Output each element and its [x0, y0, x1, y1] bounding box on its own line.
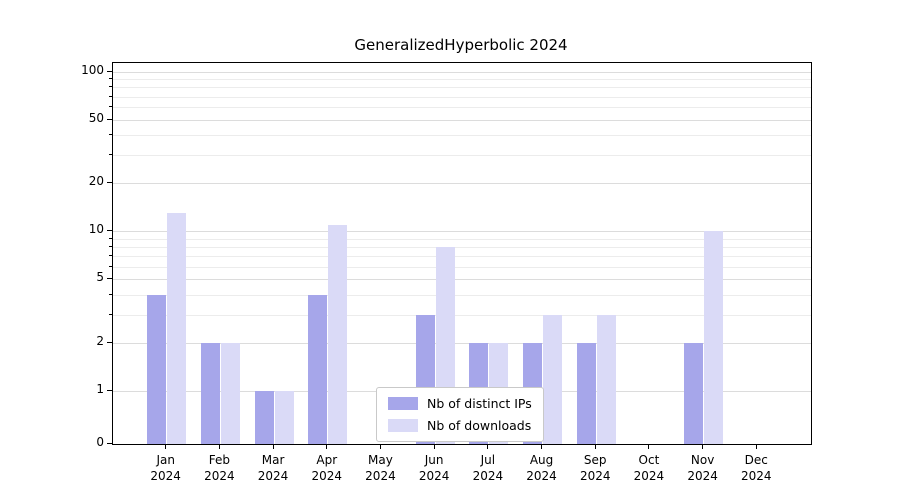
- x-tick-mark: [379, 444, 381, 449]
- y-minor-tick-mark: [109, 245, 112, 247]
- gridline-major: [113, 231, 811, 233]
- legend-label-distinct-ips: Nb of distinct IPs: [427, 396, 532, 411]
- x-tick-label: Feb 2024: [204, 453, 235, 484]
- y-minor-tick-mark: [109, 106, 112, 108]
- y-minor-tick-mark: [109, 237, 112, 239]
- legend: Nb of distinct IPs Nb of downloads: [376, 387, 544, 442]
- y-minor-tick-mark: [109, 293, 112, 295]
- x-tick-mark: [272, 444, 274, 449]
- y-tick-label: 20: [88, 174, 104, 189]
- bar-distinct-ips: [576, 342, 596, 444]
- y-tick-mark: [107, 182, 112, 184]
- legend-item-downloads: Nb of downloads: [388, 418, 532, 433]
- y-tick-mark: [107, 389, 112, 391]
- x-tick-label: Nov 2024: [687, 453, 718, 484]
- y-tick-label: 1: [96, 381, 104, 396]
- x-tick-mark: [218, 444, 220, 449]
- x-tick-label: Jan 2024: [150, 453, 181, 484]
- bar-distinct-ips: [254, 390, 274, 444]
- bar-downloads: [704, 231, 724, 444]
- x-tick-label: Apr 2024: [311, 453, 343, 484]
- legend-item-distinct-ips: Nb of distinct IPs: [388, 396, 532, 411]
- bar-downloads: [274, 390, 294, 444]
- y-tick-mark: [107, 341, 112, 343]
- y-tick-label: 5: [96, 270, 104, 285]
- x-tick-mark: [648, 444, 650, 449]
- bar-distinct-ips: [147, 294, 167, 444]
- gridline-minor: [113, 314, 811, 316]
- x-tick-label: Jun 2024: [418, 453, 450, 484]
- x-tick-mark: [594, 444, 596, 449]
- x-tick-label: Oct 2024: [633, 453, 665, 484]
- y-tick-label: 2: [96, 333, 104, 348]
- plot-area: Nb of distinct IPs Nb of downloads: [112, 62, 812, 445]
- gridline-major: [113, 183, 811, 185]
- y-minor-tick-mark: [109, 313, 112, 315]
- y-minor-tick-mark: [109, 154, 112, 156]
- bar-downloads: [543, 314, 563, 444]
- y-tick-label: 100: [81, 63, 104, 77]
- y-minor-tick-mark: [109, 78, 112, 80]
- x-tick-mark: [702, 444, 704, 449]
- gridline-major: [113, 72, 811, 73]
- y-tick-mark: [107, 118, 112, 120]
- x-tick-label: Aug 2024: [526, 453, 557, 484]
- chart-title: GeneralizedHyperbolic 2024: [354, 36, 568, 54]
- y-tick-label: 10: [88, 222, 104, 237]
- y-tick-mark: [107, 71, 112, 72]
- y-minor-tick-mark: [109, 86, 112, 88]
- bar-downloads: [596, 314, 616, 444]
- gridline-major: [113, 342, 811, 344]
- y-tick-mark: [107, 443, 112, 444]
- gridline-minor: [113, 96, 811, 98]
- gridline-minor: [113, 135, 811, 137]
- gridline-major: [113, 279, 811, 281]
- bar-downloads: [220, 342, 240, 444]
- y-minor-tick-mark: [109, 134, 112, 136]
- x-tick-label: Jul 2024: [472, 453, 504, 484]
- y-minor-tick-mark: [109, 95, 112, 97]
- legend-label-downloads: Nb of downloads: [427, 418, 532, 433]
- bar-distinct-ips: [684, 342, 704, 444]
- gridline-minor: [113, 246, 811, 248]
- x-tick-label: Sep 2024: [579, 453, 611, 484]
- y-minor-tick-mark: [109, 255, 112, 257]
- gridline-minor: [113, 256, 811, 258]
- x-tick-mark: [326, 444, 328, 449]
- gridline-minor: [113, 107, 811, 109]
- legend-swatch-downloads: [388, 419, 418, 432]
- y-tick-label: 50: [88, 110, 104, 125]
- y-minor-tick-mark: [109, 265, 112, 267]
- legend-swatch-distinct-ips: [388, 397, 418, 410]
- x-tick-mark: [487, 444, 489, 449]
- x-tick-mark: [541, 444, 543, 449]
- x-tick-label: Dec 2024: [741, 453, 772, 484]
- gridline-minor: [113, 266, 811, 268]
- x-tick-mark: [433, 444, 435, 449]
- gridline-minor: [113, 294, 811, 296]
- bar-distinct-ips: [200, 342, 220, 444]
- gridline-major: [113, 119, 811, 121]
- x-tick-label: May 2024: [365, 453, 396, 484]
- y-tick-mark: [107, 278, 112, 280]
- x-tick-mark: [165, 444, 167, 449]
- bar-distinct-ips: [308, 294, 328, 444]
- gridline-minor: [113, 238, 811, 240]
- bar-downloads: [167, 213, 187, 444]
- gridline-minor: [113, 87, 811, 89]
- x-tick-mark: [755, 444, 757, 449]
- gridline-minor: [113, 155, 811, 157]
- x-tick-label: Mar 2024: [257, 453, 289, 484]
- bar-downloads: [328, 224, 348, 444]
- gridline-minor: [113, 79, 811, 81]
- y-tick-label: 0: [96, 435, 104, 449]
- y-tick-mark: [107, 230, 112, 232]
